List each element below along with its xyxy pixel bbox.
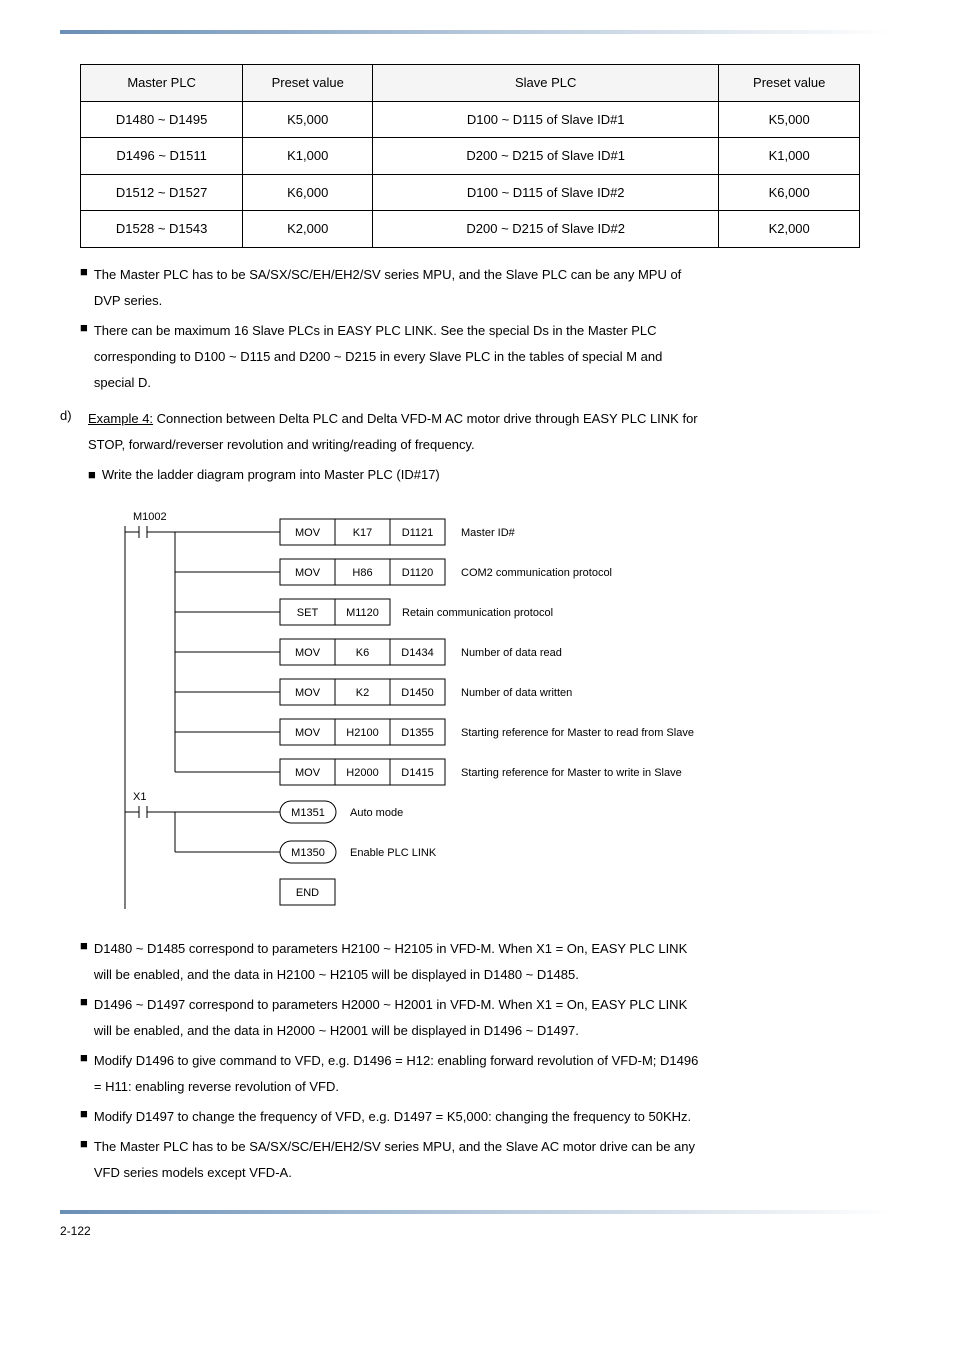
bullet-text: The Master PLC has to be SA/SX/SC/EH/EH2… — [94, 262, 894, 314]
table-cell: D1528 ~ D1543 — [81, 211, 243, 248]
table-cell: D200 ~ D215 of Slave ID#2 — [373, 211, 719, 248]
svg-text:END: END — [296, 887, 319, 899]
table-cell: D100 ~ D115 of Slave ID#1 — [373, 101, 719, 138]
square-bullet-icon: ■ — [80, 1048, 88, 1100]
svg-text:MOV: MOV — [295, 767, 321, 779]
table-cell: K6,000 — [243, 174, 373, 211]
svg-text:H2100: H2100 — [346, 727, 378, 739]
svg-text:Number of data written: Number of data written — [461, 687, 572, 699]
svg-text:MOV: MOV — [295, 727, 321, 739]
bullet-text: D1480 ~ D1485 correspond to parameters H… — [94, 936, 894, 988]
svg-text:Master ID#: Master ID# — [461, 527, 516, 539]
ladder-diagram: M1002 MOV K17 D1121 Master ID# MOV H86 D1120 COM… — [120, 508, 894, 918]
square-bullet-icon: ■ — [80, 1104, 88, 1130]
svg-text:Number of data read: Number of data read — [461, 647, 562, 659]
example-label: Example 4: — [88, 411, 153, 426]
svg-text:MOV: MOV — [295, 647, 321, 659]
svg-text:H86: H86 — [352, 567, 372, 579]
svg-text:Starting reference for Master: Starting reference for Master to read fr… — [461, 727, 694, 739]
section-d-body: Example 4: Connection between Delta PLC … — [88, 406, 894, 492]
svg-text:Retain communication protocol: Retain communication protocol — [402, 607, 553, 619]
header-gradient — [60, 30, 894, 34]
svg-text:K2: K2 — [356, 687, 369, 699]
th-2: Slave PLC — [373, 65, 719, 102]
svg-text:MOV: MOV — [295, 567, 321, 579]
bullet-text: There can be maximum 16 Slave PLCs in EA… — [94, 318, 894, 396]
square-bullet-icon: ■ — [80, 262, 88, 314]
th-0: Master PLC — [81, 65, 243, 102]
bullet-text: D1496 ~ D1497 correspond to parameters H… — [94, 992, 894, 1044]
svg-text:H2000: H2000 — [346, 767, 378, 779]
svg-text:D1120: D1120 — [402, 567, 434, 579]
svg-text:X1: X1 — [133, 791, 146, 803]
svg-text:SET: SET — [297, 607, 319, 619]
square-bullet-icon: ■ — [80, 1134, 88, 1186]
svg-text:D1450: D1450 — [401, 687, 433, 699]
table-cell: K5,000 — [719, 101, 860, 138]
table-cell: D1480 ~ D1495 — [81, 101, 243, 138]
svg-text:K6: K6 — [356, 647, 369, 659]
table-cell: D200 ~ D215 of Slave ID#1 — [373, 138, 719, 175]
table-cell: D1512 ~ D1527 — [81, 174, 243, 211]
square-bullet-icon: ■ — [80, 318, 88, 396]
table-cell: K2,000 — [243, 211, 373, 248]
square-bullet-icon: ■ — [88, 462, 96, 488]
table-cell: K6,000 — [719, 174, 860, 211]
page-number: 2-122 — [60, 1222, 894, 1240]
bullet-text: Modify D1496 to give command to VFD, e.g… — [94, 1048, 894, 1100]
svg-text:M1002: M1002 — [133, 511, 167, 523]
svg-text:D1415: D1415 — [401, 767, 433, 779]
svg-text:MOV: MOV — [295, 527, 321, 539]
table-cell: K1,000 — [243, 138, 373, 175]
svg-text:Enable PLC LINK: Enable PLC LINK — [350, 847, 437, 859]
table-cell: D1496 ~ D1511 — [81, 138, 243, 175]
svg-text:D1121: D1121 — [402, 527, 434, 539]
bottom-bullets: ■D1480 ~ D1485 correspond to parameters … — [80, 936, 894, 1186]
svg-text:MOV: MOV — [295, 687, 321, 699]
table-cell: K2,000 — [719, 211, 860, 248]
svg-text:D1355: D1355 — [401, 727, 433, 739]
square-bullet-icon: ■ — [80, 992, 88, 1044]
table-cell: K5,000 — [243, 101, 373, 138]
table-cell: D100 ~ D115 of Slave ID#2 — [373, 174, 719, 211]
square-bullet-icon: ■ — [80, 936, 88, 988]
footer-gradient — [60, 1210, 894, 1214]
section-d: d) Example 4: Connection between Delta P… — [60, 406, 894, 492]
svg-text:M1120: M1120 — [346, 607, 379, 619]
svg-text:Starting reference for Master: Starting reference for Master to write i… — [461, 767, 682, 779]
bullet-text: Modify D1497 to change the frequency of … — [94, 1104, 894, 1130]
th-3: Preset value — [719, 65, 860, 102]
svg-text:Auto mode: Auto mode — [350, 807, 403, 819]
svg-text:COM2 communication protocol: COM2 communication protocol — [461, 567, 612, 579]
bullet-text: Write the ladder diagram program into Ma… — [102, 462, 894, 488]
svg-text:M1350: M1350 — [291, 847, 325, 859]
bullet-text: The Master PLC has to be SA/SX/SC/EH/EH2… — [94, 1134, 894, 1186]
th-1: Preset value — [243, 65, 373, 102]
table-cell: K1,000 — [719, 138, 860, 175]
svg-text:D1434: D1434 — [401, 647, 433, 659]
svg-text:M1351: M1351 — [291, 807, 325, 819]
top-bullets: ■ The Master PLC has to be SA/SX/SC/EH/E… — [80, 262, 894, 396]
register-table: Master PLC Preset value Slave PLC Preset… — [80, 64, 860, 248]
section-d-label: d) — [60, 406, 88, 492]
svg-text:K17: K17 — [353, 527, 373, 539]
